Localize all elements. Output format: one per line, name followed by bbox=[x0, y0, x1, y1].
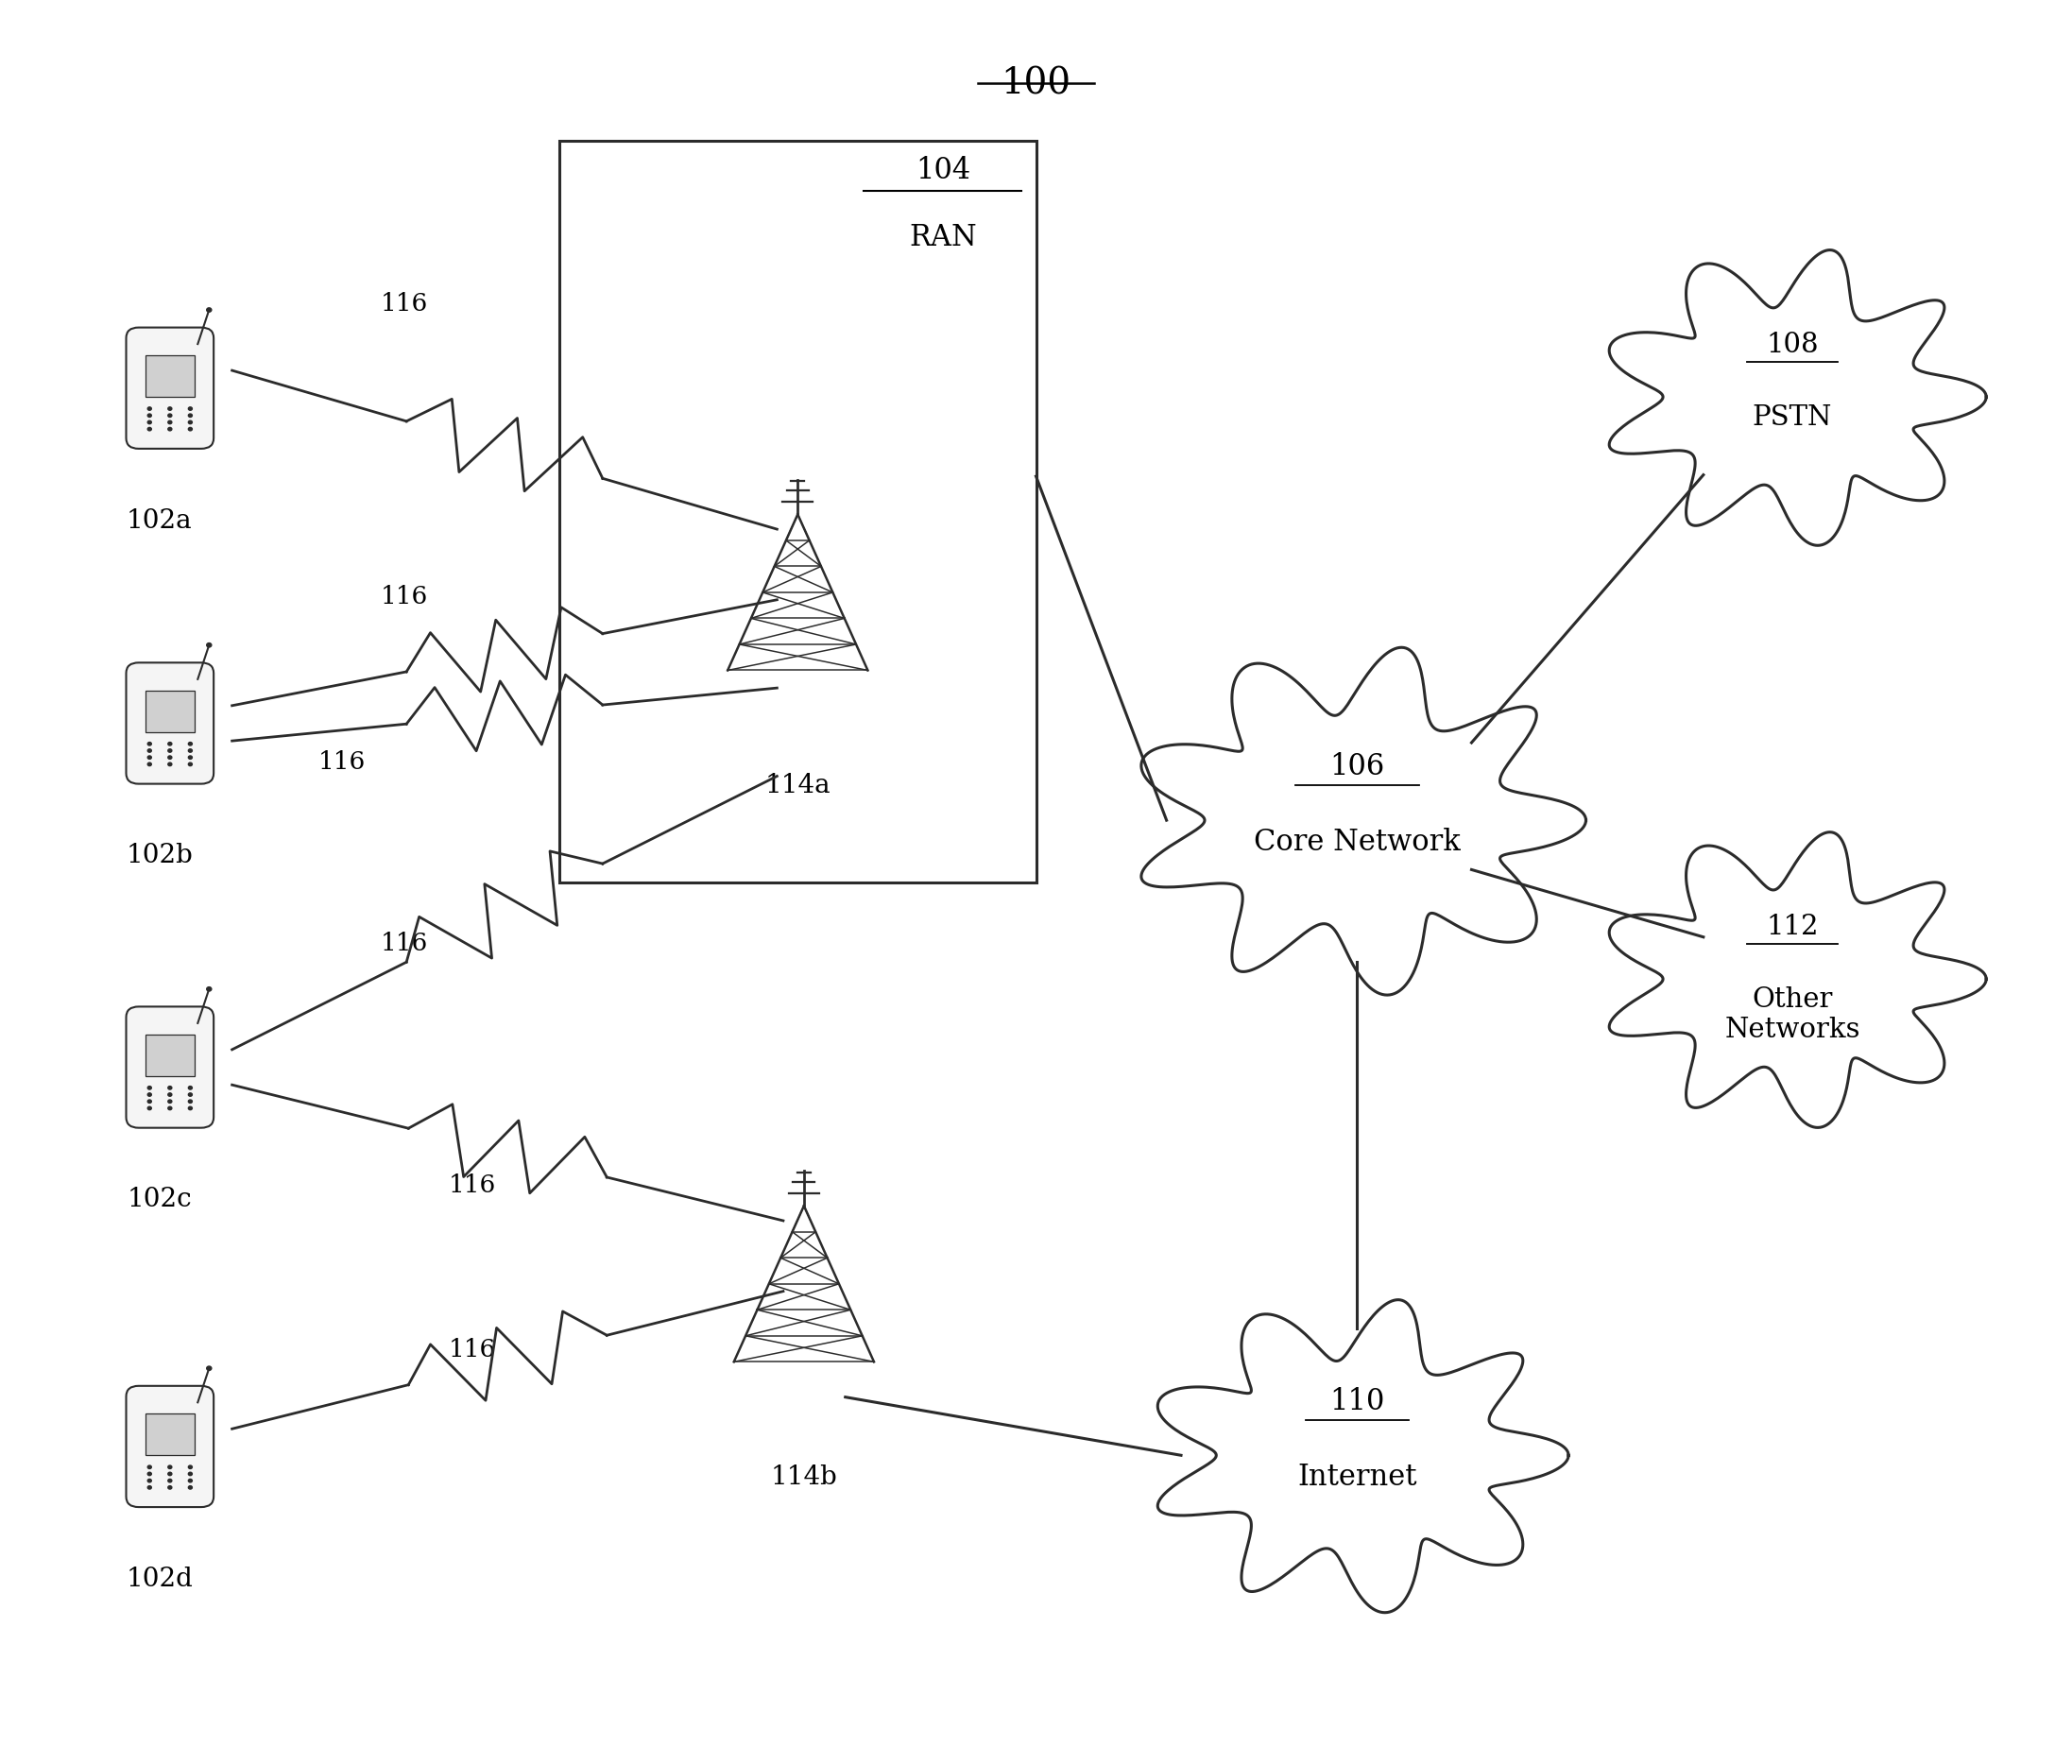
Text: 102b: 102b bbox=[126, 843, 193, 868]
FancyBboxPatch shape bbox=[126, 328, 213, 448]
Circle shape bbox=[207, 309, 211, 312]
Circle shape bbox=[189, 407, 193, 411]
Circle shape bbox=[168, 1485, 172, 1489]
Text: 116: 116 bbox=[319, 750, 365, 774]
Circle shape bbox=[189, 750, 193, 751]
Text: 112: 112 bbox=[1765, 914, 1819, 940]
Text: Other
Networks: Other Networks bbox=[1724, 986, 1861, 1043]
FancyBboxPatch shape bbox=[145, 690, 195, 732]
Circle shape bbox=[168, 1099, 172, 1102]
Polygon shape bbox=[1142, 647, 1585, 995]
Circle shape bbox=[207, 644, 211, 647]
Circle shape bbox=[168, 762, 172, 766]
Circle shape bbox=[147, 415, 151, 416]
Circle shape bbox=[147, 755, 151, 759]
Circle shape bbox=[168, 1094, 172, 1095]
Text: 110: 110 bbox=[1330, 1387, 1384, 1416]
Circle shape bbox=[189, 1478, 193, 1482]
Circle shape bbox=[147, 1473, 151, 1475]
Circle shape bbox=[189, 1094, 193, 1095]
Text: 102a: 102a bbox=[126, 508, 193, 533]
Circle shape bbox=[168, 755, 172, 759]
Circle shape bbox=[207, 988, 211, 991]
Text: 116: 116 bbox=[381, 931, 427, 956]
Circle shape bbox=[168, 1087, 172, 1090]
Circle shape bbox=[147, 1478, 151, 1482]
Circle shape bbox=[189, 743, 193, 746]
Circle shape bbox=[147, 1099, 151, 1102]
Text: RAN: RAN bbox=[910, 222, 976, 252]
Circle shape bbox=[168, 743, 172, 746]
Circle shape bbox=[147, 1485, 151, 1489]
Circle shape bbox=[189, 1485, 193, 1489]
Circle shape bbox=[168, 1478, 172, 1482]
Polygon shape bbox=[1610, 833, 1987, 1127]
Text: 116: 116 bbox=[381, 291, 427, 316]
Circle shape bbox=[189, 1087, 193, 1090]
FancyBboxPatch shape bbox=[145, 355, 195, 397]
Circle shape bbox=[168, 1466, 172, 1469]
Circle shape bbox=[168, 750, 172, 751]
Text: 116: 116 bbox=[450, 1337, 495, 1362]
Polygon shape bbox=[1610, 250, 1987, 545]
FancyBboxPatch shape bbox=[559, 141, 1036, 882]
Circle shape bbox=[189, 427, 193, 430]
Text: Internet: Internet bbox=[1297, 1462, 1417, 1492]
Circle shape bbox=[147, 762, 151, 766]
FancyBboxPatch shape bbox=[126, 1007, 213, 1127]
Circle shape bbox=[189, 755, 193, 759]
Circle shape bbox=[189, 420, 193, 423]
Text: 116: 116 bbox=[450, 1173, 495, 1198]
Text: 114b: 114b bbox=[771, 1464, 837, 1489]
Text: 102c: 102c bbox=[126, 1187, 193, 1212]
Text: 100: 100 bbox=[1001, 67, 1071, 102]
Circle shape bbox=[168, 415, 172, 416]
FancyBboxPatch shape bbox=[126, 663, 213, 783]
Circle shape bbox=[168, 1106, 172, 1110]
Text: Core Network: Core Network bbox=[1254, 827, 1461, 857]
Circle shape bbox=[189, 1473, 193, 1475]
Circle shape bbox=[189, 1106, 193, 1110]
Circle shape bbox=[147, 407, 151, 411]
Circle shape bbox=[147, 427, 151, 430]
Polygon shape bbox=[1158, 1300, 1569, 1612]
FancyBboxPatch shape bbox=[145, 1413, 195, 1455]
Circle shape bbox=[147, 1466, 151, 1469]
Text: 114a: 114a bbox=[765, 773, 831, 797]
FancyBboxPatch shape bbox=[126, 1387, 213, 1506]
Text: 102d: 102d bbox=[126, 1566, 193, 1591]
Text: 104: 104 bbox=[916, 155, 970, 185]
Circle shape bbox=[168, 420, 172, 423]
Circle shape bbox=[147, 750, 151, 751]
Circle shape bbox=[189, 1466, 193, 1469]
FancyBboxPatch shape bbox=[145, 1034, 195, 1076]
Text: 108: 108 bbox=[1765, 332, 1819, 358]
Text: 106: 106 bbox=[1330, 751, 1384, 781]
Circle shape bbox=[168, 1473, 172, 1475]
Circle shape bbox=[207, 1367, 211, 1371]
Text: 116: 116 bbox=[381, 584, 427, 609]
Circle shape bbox=[168, 427, 172, 430]
Circle shape bbox=[189, 762, 193, 766]
Circle shape bbox=[189, 1099, 193, 1102]
Circle shape bbox=[147, 1106, 151, 1110]
Circle shape bbox=[168, 407, 172, 411]
Text: PSTN: PSTN bbox=[1753, 404, 1832, 430]
Circle shape bbox=[147, 1087, 151, 1090]
Circle shape bbox=[147, 743, 151, 746]
Circle shape bbox=[147, 420, 151, 423]
Circle shape bbox=[147, 1094, 151, 1095]
Circle shape bbox=[189, 415, 193, 416]
